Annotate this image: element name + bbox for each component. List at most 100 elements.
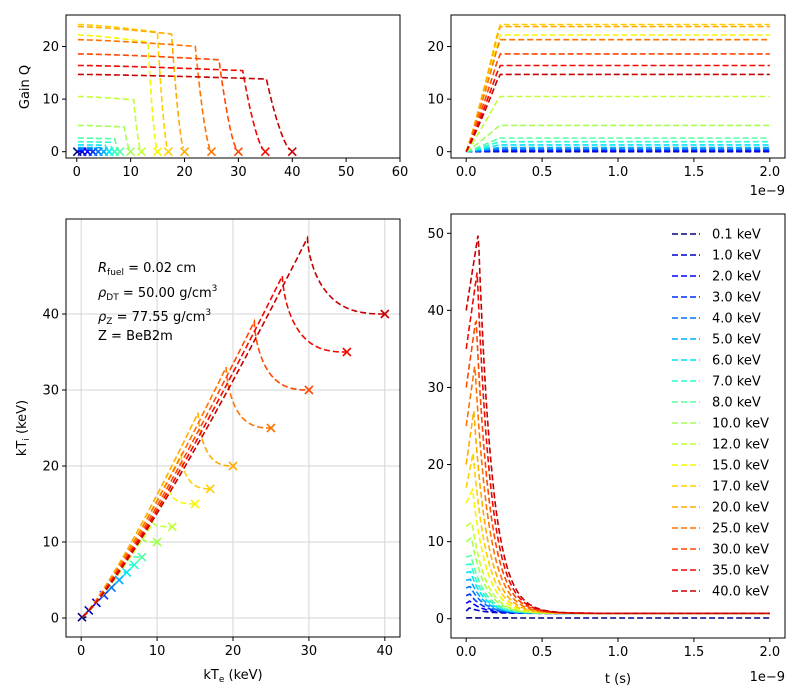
y-tick-label: 20: [427, 458, 444, 473]
x-tick-label: 50: [338, 165, 355, 180]
kti-vs-kte-line-30-0-kev: [82, 318, 309, 618]
x-tick-label: 0.5: [532, 165, 553, 180]
kti-vs-kte-ylabel: kTi (keV): [15, 400, 32, 456]
gain-vs-kte-line-12-0-kev: [77, 95, 142, 151]
kti-vs-t-line-3-0-kev: [465, 593, 770, 615]
y-tick-label: 20: [42, 460, 59, 475]
annotation-rho-dt: ρDT = 50.00 g/cm3: [98, 284, 217, 303]
x-tick-label: 1.5: [684, 645, 705, 660]
gain-vs-kte-marker-12-0-kev: [136, 147, 146, 157]
gain-vs-t-ticks: 0.0 0.5 1.0 1.5 2.0 0 10 20: [427, 40, 780, 180]
gain-vs-t-line-8-0-kev: [465, 137, 770, 153]
gain-vs-kte-line-20-0-kev: [77, 25, 184, 149]
gain-vs-kte-marker-15-0-kev: [153, 147, 163, 157]
gain-vs-kte-line-25-0-kev: [77, 38, 211, 149]
gain-vs-t-line-17-0-kev: [465, 23, 770, 152]
gain-vs-kte-ylabel: Gain Q: [18, 65, 33, 109]
gain-vs-t-line-10-0-kev: [465, 124, 770, 153]
legend-label-7-0-kev: 7.0 keV: [712, 375, 761, 390]
y-tick-label: 30: [42, 384, 59, 399]
gain-vs-t-frame: [450, 14, 786, 159]
x-tick-label: 1.0: [608, 165, 629, 180]
legend-label-15-0-kev: 15.0 keV: [712, 459, 769, 474]
gain-vs-t-line-30-0-kev: [465, 53, 770, 153]
x-tick-label: 2.0: [759, 165, 780, 180]
y-tick-label: 0: [51, 145, 59, 160]
gain-vs-kte-marker-35-0-kev: [260, 147, 270, 157]
kti-vs-t-xlabel: t (s): [605, 672, 631, 687]
y-tick-label: 10: [427, 93, 444, 108]
kti-vs-kte-line-20-0-kev: [82, 412, 233, 618]
kti-vs-kte-marker-35-0-kev: [342, 347, 352, 357]
y-tick-label: 30: [427, 381, 444, 396]
gain-vs-kte-marker-8-0-kev: [115, 147, 125, 157]
x-tick-label: 0: [73, 165, 81, 180]
gain-vs-kte-line-40-0-kev: [77, 73, 291, 150]
kti-vs-t-line-8-0-kev: [465, 554, 770, 615]
x-tick-label: 2.0: [759, 645, 780, 660]
gain-vs-kte-marker-40-0-kev: [287, 147, 297, 157]
annotation-rho-z: ρZ = 77.55 g/cm3: [98, 308, 211, 327]
kti-vs-t-line-17-0-kev: [465, 452, 770, 615]
gain-vs-kte-line-4-0-kev: [77, 148, 99, 153]
kti-vs-kte-marker-6-0-kev: [122, 567, 132, 577]
gain-vs-t-line-35-0-kev: [465, 64, 770, 153]
kti-vs-t-ticks: 0.0 0.5 1.0 1.5 2.0 0 10 20 30 40 50: [427, 227, 780, 660]
kti-vs-kte-line-0-1-kev: [81, 616, 87, 619]
kti-vs-kte-marker-30-0-kev: [304, 385, 314, 395]
kti-vs-kte-xlabel: kTe (keV): [203, 668, 262, 685]
y-tick-label: 0: [436, 612, 444, 627]
legend-label-35-0-kev: 35.0 keV: [712, 564, 769, 579]
gain-vs-kte-line-7-0-kev: [77, 140, 115, 152]
x-tick-label: 0: [77, 644, 85, 659]
x-tick-label: 10: [122, 165, 139, 180]
legend-label-30-0-kev: 30.0 keV: [712, 543, 769, 558]
legend-label-2-0-kev: 2.0 keV: [712, 270, 761, 285]
gain-vs-t-line-5-0-kev: [466, 146, 770, 153]
legend-label-40-0-kev: 40.0 keV: [712, 585, 769, 600]
annotation-rfuel: Rfuel = 0.02 cm: [98, 261, 196, 278]
kti-vs-t-line-15-0-kev: [465, 487, 770, 615]
y-tick-label: 10: [427, 535, 444, 550]
x-tick-label: 40: [377, 644, 394, 659]
x-tick-label: 0.5: [532, 645, 553, 660]
gain-vs-t-line-7-0-kev: [466, 140, 770, 153]
kti-vs-kte-panel: 0 10 20 30 40 0 10 20 30 40 kTe (keV) kTi (keV) R…: [15, 218, 401, 685]
gain-vs-kte-line-5-0-kev: [77, 146, 104, 153]
gain-vs-t-line-20-0-kev: [465, 25, 770, 152]
x-tick-label: 20: [225, 644, 242, 659]
y-tick-label: 10: [42, 536, 59, 551]
gain-vs-kte-marker-30-0-kev: [233, 147, 243, 157]
kti-vs-kte-grid: [66, 219, 400, 637]
legend-label-12-0-kev: 12.0 keV: [712, 438, 769, 453]
gain-vs-kte-frame: [65, 14, 401, 159]
y-tick-label: 50: [427, 227, 444, 242]
y-tick-label: 10: [42, 93, 59, 108]
gain-vs-kte-ticks: 0 10 20 30 40 50 60 0 10 20: [42, 40, 408, 180]
gain-vs-kte-marker-20-0-kev: [179, 147, 190, 157]
legend-label-10-0-kev: 10.0 keV: [712, 417, 769, 432]
x-tick-label: 20: [176, 165, 193, 180]
x-tick-label: 1.0: [608, 645, 629, 660]
kti-vs-t-line-35-0-kev: [465, 272, 770, 615]
legend-label-1-0-kev: 1.0 keV: [712, 249, 761, 264]
parameter-annotation: Rfuel = 0.02 cm ρDT = 50.00 g/cm3 ρZ = 7…: [98, 261, 217, 344]
kti-vs-t-line-5-0-kev: [465, 578, 770, 615]
gain-vs-t-line-3-0-kev: [466, 149, 770, 153]
kti-vs-t-offset-label: 1e−9: [750, 670, 785, 685]
kti-vs-kte-marker-15-0-kev: [190, 499, 200, 509]
legend-label-8-0-kev: 8.0 keV: [712, 396, 761, 411]
gain-vs-kte-panel: 0 10 20 30 40 50 60 0 10 20 Gain Q: [18, 14, 408, 180]
gain-vs-t-line-25-0-kev: [465, 38, 770, 152]
kti-vs-kte-marker-7-0-kev: [129, 560, 139, 570]
y-tick-label: 20: [427, 40, 444, 55]
legend-label-0-1-kev: 0.1 keV: [712, 228, 761, 243]
legend-label-6-0-kev: 6.0 keV: [712, 354, 761, 369]
kti-vs-t-line-12-0-kev: [465, 521, 770, 615]
gain-vs-kte-line-35-0-kev: [77, 64, 264, 150]
legend-label-5-0-kev: 5.0 keV: [712, 333, 761, 348]
y-tick-label: 20: [42, 40, 59, 55]
kti-vs-kte-line-35-0-kev: [82, 272, 347, 618]
gain-vs-kte-line-15-0-kev: [77, 34, 158, 149]
legend: 0.1 keV 1.0 keV 2.0 keV 3.0 keV 4.0 keV 5.0 k…: [672, 228, 769, 600]
